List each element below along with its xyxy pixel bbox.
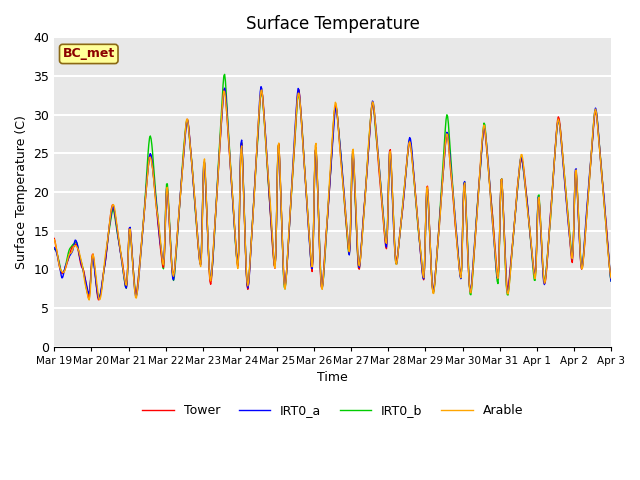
Arable	[258, 87, 266, 93]
IRT0_b	[118, 263, 126, 268]
Arable	[418, 264, 426, 269]
IRT0_a	[607, 278, 615, 284]
Title: Surface Temperature: Surface Temperature	[246, 15, 420, 33]
Arable	[118, 263, 126, 268]
IRT0_b	[95, 294, 103, 300]
IRT0_a	[402, 171, 410, 177]
Tower	[95, 297, 102, 303]
Tower	[402, 170, 410, 176]
Legend: Tower, IRT0_a, IRT0_b, Arable: Tower, IRT0_a, IRT0_b, Arable	[137, 399, 528, 422]
IRT0_a	[51, 245, 58, 251]
Tower	[205, 250, 212, 255]
Line: Arable: Arable	[54, 90, 611, 300]
IRT0_b	[402, 171, 410, 177]
Line: Tower: Tower	[54, 89, 611, 300]
Arable	[85, 297, 93, 303]
IRT0_a	[118, 264, 126, 270]
Tower	[118, 259, 126, 264]
Tower	[221, 86, 228, 92]
IRT0_b	[61, 268, 68, 274]
Arable	[402, 169, 410, 175]
Tower	[175, 211, 183, 216]
Text: BC_met: BC_met	[63, 48, 115, 60]
IRT0_b	[205, 248, 212, 253]
Tower	[607, 273, 615, 278]
IRT0_a	[257, 84, 265, 90]
IRT0_b	[221, 72, 228, 77]
IRT0_b	[51, 247, 58, 252]
Line: IRT0_a: IRT0_a	[54, 87, 611, 299]
IRT0_a	[95, 296, 103, 301]
IRT0_b	[418, 264, 426, 269]
Line: IRT0_b: IRT0_b	[54, 74, 611, 297]
Arable	[61, 269, 68, 275]
Arable	[205, 250, 212, 255]
IRT0_a	[418, 267, 426, 273]
Tower	[418, 266, 426, 272]
Tower	[51, 236, 58, 241]
Arable	[175, 210, 183, 216]
IRT0_a	[175, 211, 183, 216]
IRT0_a	[205, 248, 212, 253]
Arable	[607, 275, 615, 281]
X-axis label: Time: Time	[317, 372, 348, 384]
Arable	[51, 237, 58, 242]
IRT0_b	[175, 211, 183, 216]
Y-axis label: Surface Temperature (C): Surface Temperature (C)	[15, 115, 28, 269]
IRT0_a	[61, 267, 68, 273]
Tower	[61, 268, 68, 274]
IRT0_b	[607, 278, 615, 284]
